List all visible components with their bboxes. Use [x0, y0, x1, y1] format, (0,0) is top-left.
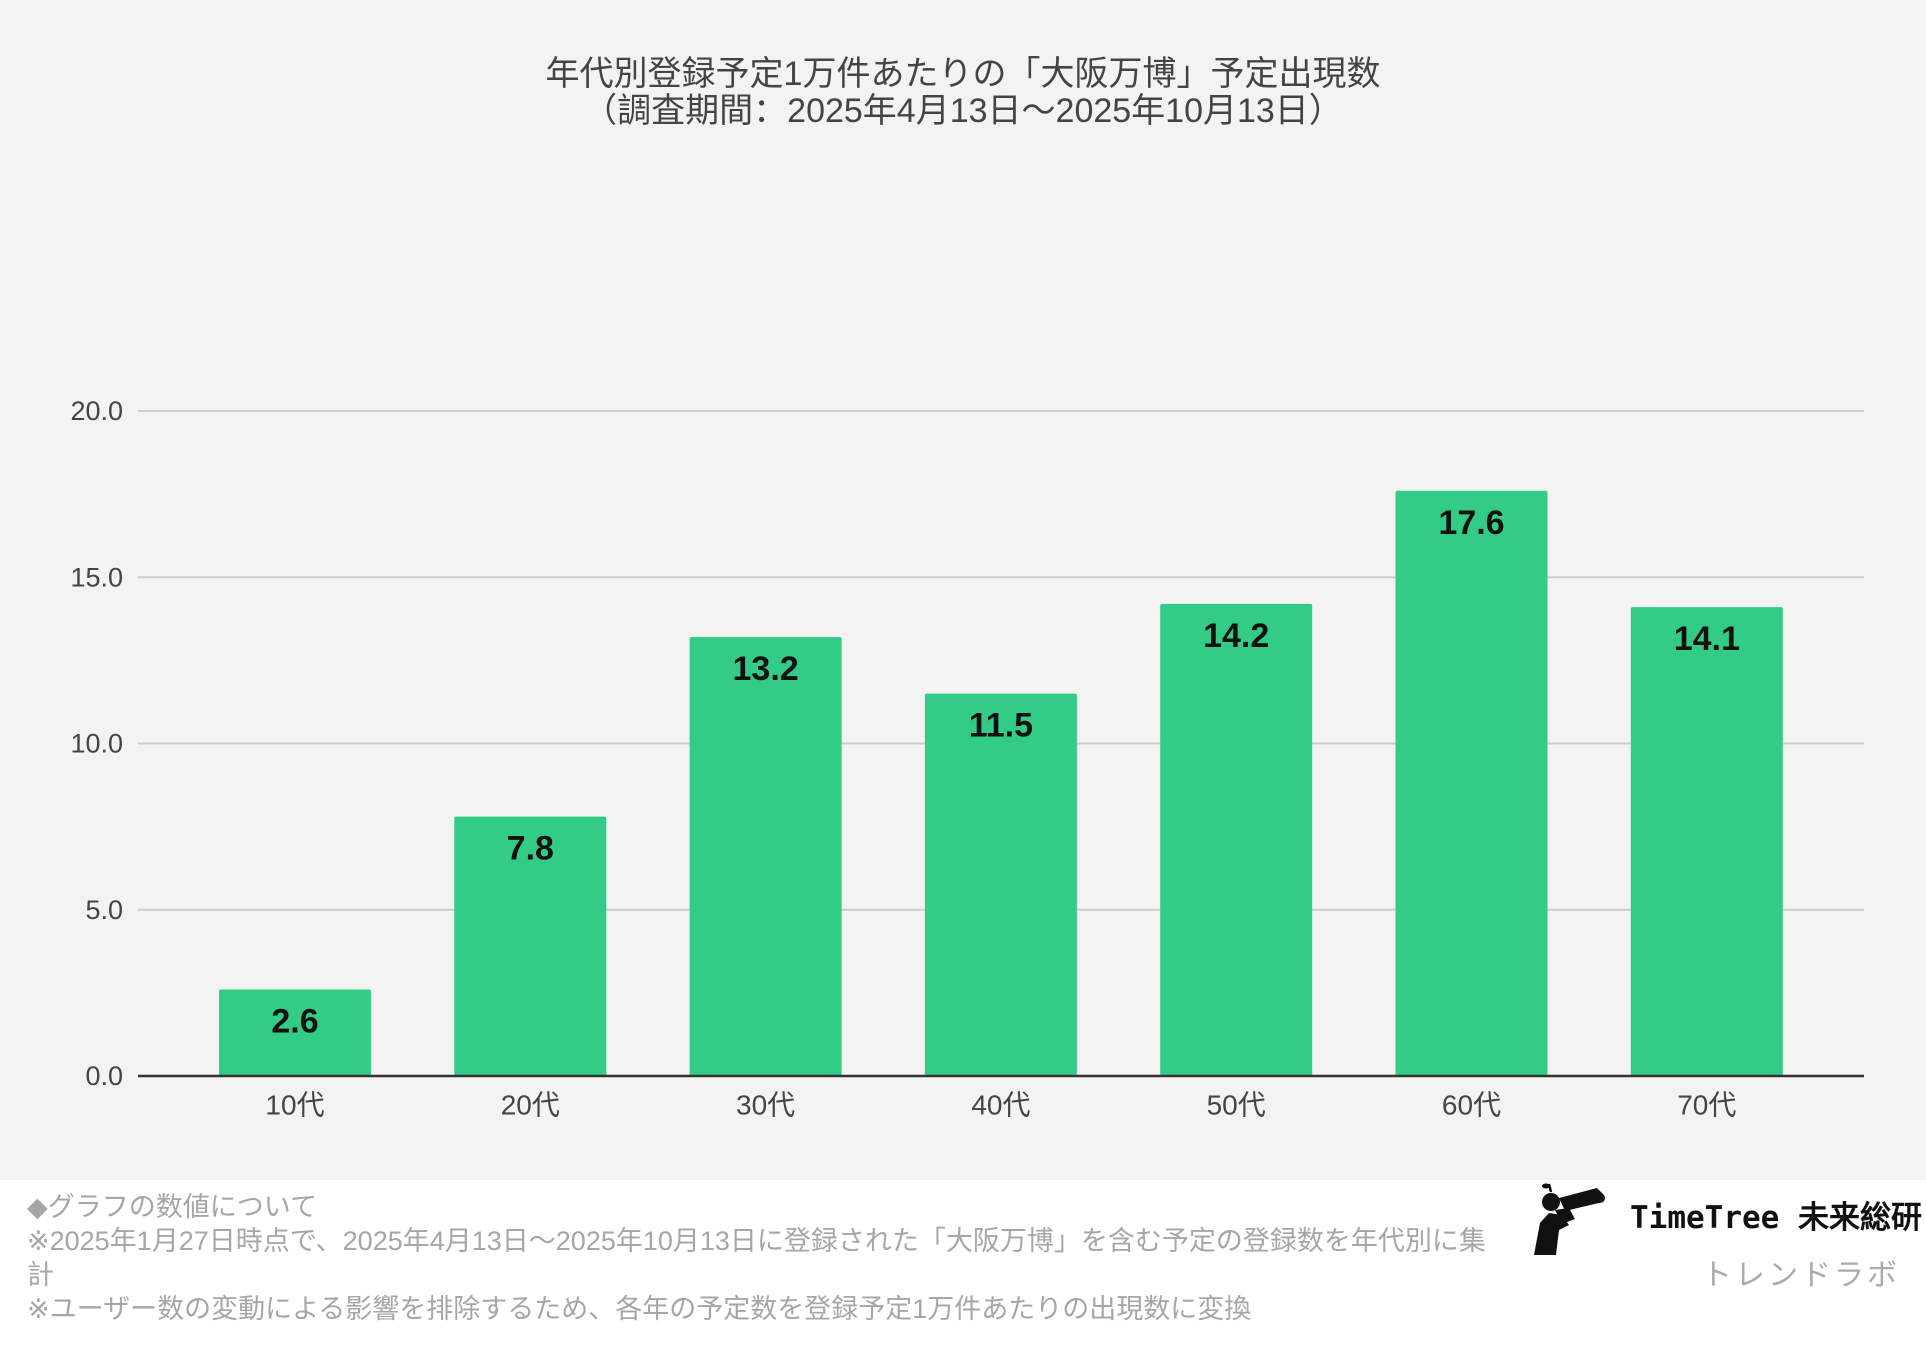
data-label: 2.6	[271, 1003, 318, 1041]
bar	[219, 989, 371, 1076]
y-tick-label: 0.0	[85, 1061, 123, 1091]
notes-line-aggregation: ※2025年1月27日時点で、2025年4月13日〜2025年10月13日に登録…	[27, 1226, 1486, 1290]
y-tick-label: 5.0	[85, 895, 123, 925]
bar	[454, 816, 607, 1076]
x-tick-label: 60代	[1442, 1090, 1501, 1121]
y-tick-label: 20.0	[70, 396, 123, 426]
notes-heading: ◆グラフの数値について	[27, 1192, 317, 1222]
data-label: 14.1	[1674, 620, 1740, 658]
x-tick-label: 20代	[501, 1090, 560, 1121]
x-tick-label: 50代	[1207, 1090, 1266, 1121]
x-tick-label: 70代	[1677, 1090, 1736, 1121]
brand-logo-subtitle: トレンドラボ	[1702, 1259, 1900, 1292]
x-tick-label: 10代	[265, 1090, 324, 1121]
data-label: 13.2	[733, 650, 799, 688]
data-label: 11.5	[969, 707, 1033, 745]
y-tick-label: 10.0	[70, 729, 123, 759]
data-label: 7.8	[507, 830, 554, 868]
chart-title: 年代別登録予定1万件あたりの「大阪万博」予定出現数 （調査期間：2025年4月1…	[0, 56, 1926, 130]
chart-title-main: 年代別登録予定1万件あたりの「大阪万博」予定出現数	[545, 55, 1381, 93]
bar	[924, 693, 1077, 1076]
x-tick-label: 40代	[971, 1090, 1030, 1121]
bar	[1395, 490, 1548, 1076]
notes-line-normalization: ※ユーザー数の変動による影響を排除するため、各年の予定数を登録予定1万件あたりの…	[27, 1294, 1252, 1324]
data-label: 14.2	[1203, 617, 1269, 655]
bar	[1160, 603, 1313, 1076]
bar	[689, 637, 842, 1076]
brand-logo-name: TimeTree 未来総研	[1630, 1200, 1922, 1236]
y-tick-label: 15.0	[70, 562, 123, 592]
data-label: 17.6	[1438, 504, 1504, 542]
x-tick-label: 30代	[736, 1090, 795, 1121]
chart-title-period: （調査期間：2025年4月13日〜2025年10月13日）	[583, 92, 1343, 130]
person-with-binoculars-icon	[1534, 1183, 1605, 1255]
bar-chart: 0.0 5.0 10.0 15.0 20.0 2.6 10代 7.8 20代 13.2 30代 11.…	[70, 396, 1864, 1121]
chart-notes: ◆グラフの数値について ※2025年1月27日時点で、2025年4月13日〜20…	[27, 1190, 1507, 1326]
bar	[1630, 607, 1783, 1076]
